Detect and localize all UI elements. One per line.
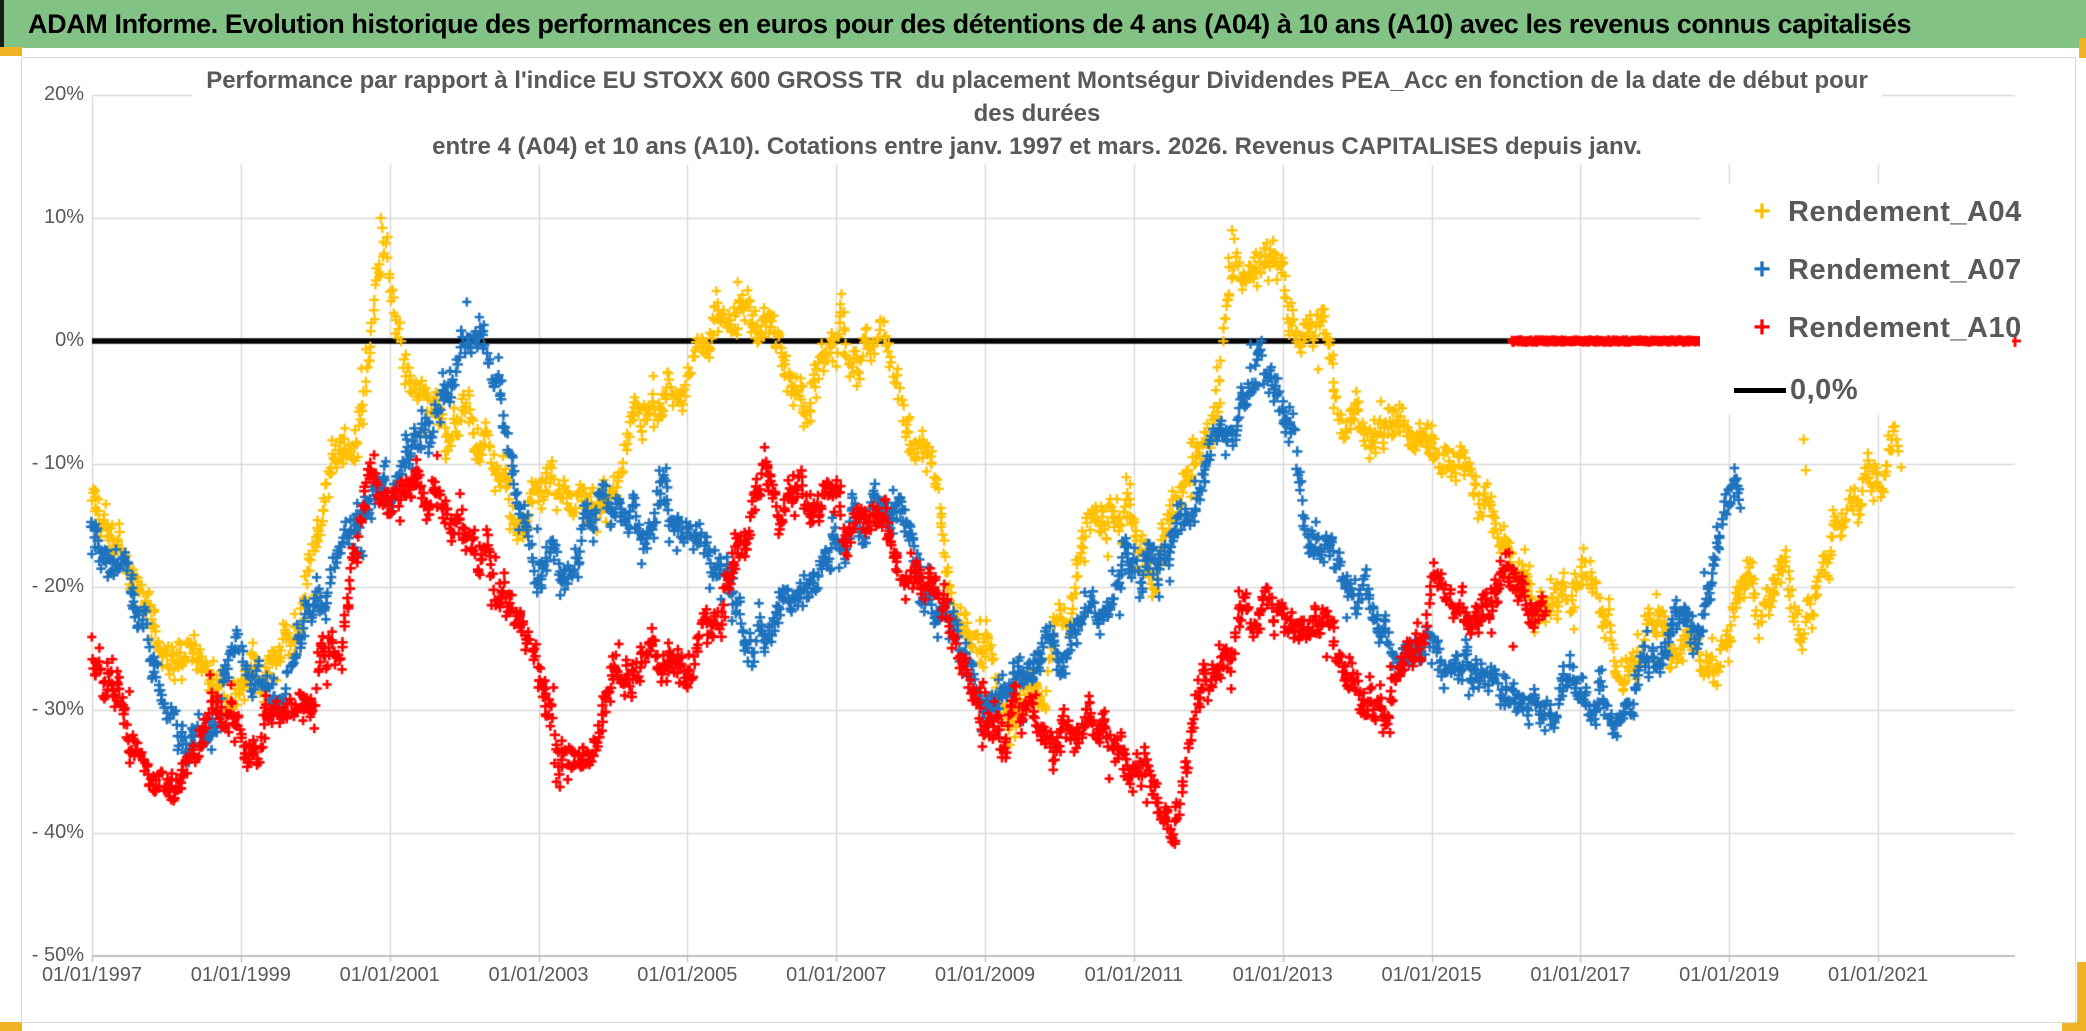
x-tick-label: 01/01/2003 — [488, 964, 589, 986]
x-tick-label: 01/01/1997 — [41, 964, 143, 986]
y-tick-label: - 10% — [31, 452, 84, 474]
chart-frame-border — [21, 57, 2076, 1023]
plus-marker-icon: + — [1753, 253, 1771, 286]
y-tick-label: 0% — [55, 329, 84, 351]
x-tick-label: 01/01/1999 — [190, 964, 291, 986]
chart-legend: + Rendement_A04 + Rendement_A07 + Rendem… — [1700, 184, 2021, 415]
chart-title-line-2: des durées — [973, 100, 1101, 127]
x-tick-label: 01/01/2011 — [1084, 964, 1184, 986]
plus-marker-icon: + — [1753, 195, 1771, 228]
x-tick-label: 01/01/2005 — [637, 964, 738, 986]
chart-title: Performance par rapport à l'indice EU ST… — [192, 62, 1882, 165]
x-tick-label: 01/01/2013 — [1232, 964, 1333, 986]
y-tick-label: 20% — [43, 83, 84, 105]
x-tick-label: 01/01/2007 — [786, 964, 887, 986]
x-tick-label: 01/01/2009 — [934, 964, 1036, 986]
chart-title-line-3: entre 4 (A04) et 10 ans (A10). Cotations… — [432, 133, 1642, 160]
x-tick-label: 01/01/2021 — [1828, 964, 1929, 986]
y-tick-label: - 40% — [31, 821, 84, 843]
x-tick-label: 01/01/2019 — [1679, 964, 1780, 986]
x-tick-label: 01/01/2017 — [1530, 964, 1631, 986]
chart-title-line-1: Performance par rapport à l'indice EU ST… — [206, 67, 1868, 94]
plus-marker-icon: + — [1753, 311, 1771, 344]
y-tick-label: - 30% — [31, 698, 84, 720]
y-tick-label: - 20% — [31, 575, 84, 597]
zero-line-sample-icon — [1734, 388, 1786, 393]
y-tick-label: 10% — [43, 206, 84, 228]
y-tick-label: - 50% — [31, 944, 84, 966]
x-tick-label: 01/01/2001 — [339, 964, 440, 986]
x-tick-label: 01/01/2015 — [1381, 964, 1482, 986]
